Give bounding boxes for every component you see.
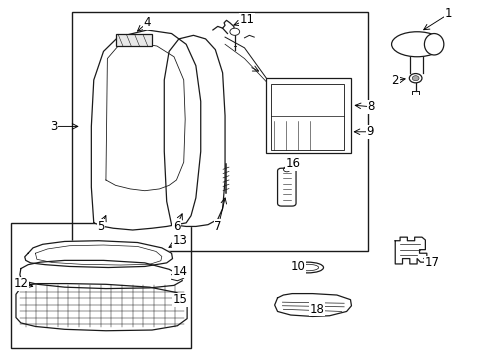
Polygon shape <box>171 273 183 281</box>
Polygon shape <box>20 260 182 289</box>
Text: 6: 6 <box>172 220 180 233</box>
Circle shape <box>408 73 421 83</box>
Polygon shape <box>274 294 351 316</box>
Bar <box>271 84 344 150</box>
Text: 16: 16 <box>285 157 300 170</box>
Polygon shape <box>394 237 426 264</box>
Text: 4: 4 <box>143 16 151 29</box>
Text: 11: 11 <box>239 13 254 27</box>
Ellipse shape <box>424 33 443 55</box>
Bar <box>72 12 368 251</box>
Text: 13: 13 <box>173 234 187 247</box>
Text: 15: 15 <box>173 293 187 306</box>
Text: 5: 5 <box>97 220 104 233</box>
Ellipse shape <box>291 262 323 273</box>
Text: 14: 14 <box>172 265 187 278</box>
Bar <box>11 223 191 348</box>
Text: 18: 18 <box>309 303 324 316</box>
Circle shape <box>411 76 418 81</box>
Polygon shape <box>16 284 187 331</box>
Polygon shape <box>164 35 224 226</box>
Text: 8: 8 <box>366 100 374 113</box>
Text: 12: 12 <box>13 277 28 290</box>
Text: 2: 2 <box>391 74 398 87</box>
Ellipse shape <box>391 32 442 57</box>
Text: 1: 1 <box>444 8 451 21</box>
Text: 10: 10 <box>290 260 305 273</box>
Polygon shape <box>25 241 172 267</box>
FancyBboxPatch shape <box>277 168 295 206</box>
Polygon shape <box>91 30 201 230</box>
Text: 3: 3 <box>50 120 58 133</box>
Text: 17: 17 <box>423 256 438 269</box>
Text: 9: 9 <box>366 125 373 138</box>
Bar <box>116 34 152 46</box>
Text: 7: 7 <box>214 220 222 233</box>
Circle shape <box>229 28 239 35</box>
Bar <box>266 78 351 153</box>
